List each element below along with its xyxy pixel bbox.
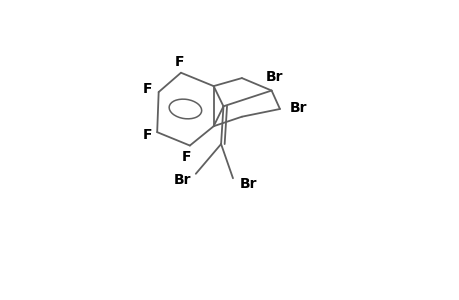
Text: F: F — [174, 55, 184, 69]
Text: F: F — [142, 128, 152, 142]
Text: Br: Br — [289, 101, 306, 116]
Text: Br: Br — [265, 70, 283, 84]
Text: F: F — [143, 82, 152, 96]
Text: Br: Br — [173, 173, 190, 187]
Text: F: F — [181, 150, 190, 164]
Text: Br: Br — [240, 177, 257, 191]
